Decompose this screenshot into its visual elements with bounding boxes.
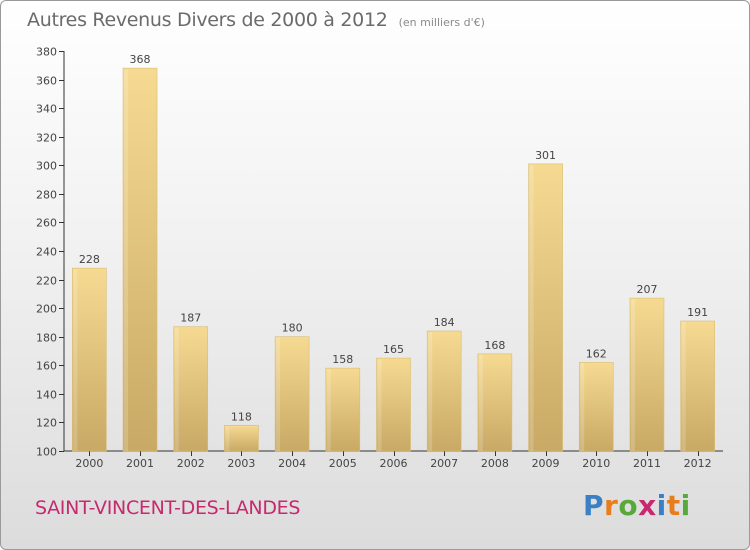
proxiti-logo: Proxiti xyxy=(583,489,691,522)
bar-2005 xyxy=(325,367,361,452)
bar-2008 xyxy=(477,353,513,452)
bar-highlight xyxy=(174,327,179,451)
bar-2006 xyxy=(376,357,411,452)
value-label-2012: 191 xyxy=(687,306,708,319)
y-tick-label: 220 xyxy=(36,275,57,288)
y-tick-label: 360 xyxy=(36,75,57,88)
value-label-2005: 158 xyxy=(332,353,353,366)
logo-letter: o xyxy=(618,489,639,522)
logo-letter: x xyxy=(638,489,657,522)
x-tick-label: 2000 xyxy=(75,457,103,470)
value-label-2003: 118 xyxy=(231,410,252,423)
y-tick-label: 320 xyxy=(36,132,57,145)
bar-highlight xyxy=(681,322,686,451)
logo-letter: t xyxy=(666,489,681,522)
y-tick-label: 260 xyxy=(36,217,57,230)
bar-2001 xyxy=(122,67,158,452)
value-label-2006: 165 xyxy=(383,343,404,356)
chart-title: Autres Revenus Divers de 2000 à 2012 xyxy=(27,9,388,31)
x-tick-label: 2009 xyxy=(532,457,560,470)
bar-highlight xyxy=(428,332,433,451)
y-tick-label: 340 xyxy=(36,103,57,116)
bar-highlight xyxy=(529,164,534,451)
x-tick-label: 2010 xyxy=(582,457,610,470)
value-labels: 228 368 187 118 180 158 165 184 168 301 162 207 191 xyxy=(79,53,708,423)
bar-2011 xyxy=(629,297,665,452)
value-label-2010: 162 xyxy=(586,347,607,360)
bar-2010 xyxy=(578,362,614,452)
y-tick-label: 200 xyxy=(36,303,57,316)
bars xyxy=(72,67,715,452)
bar-highlight xyxy=(276,337,281,451)
bar-2007 xyxy=(426,330,462,452)
x-tick-label: 2004 xyxy=(278,457,306,470)
bar-2012 xyxy=(680,320,715,452)
bar-2003 xyxy=(224,424,259,452)
bar-highlight xyxy=(580,363,585,451)
bar-highlight xyxy=(478,354,483,451)
logo-letter: i xyxy=(680,489,691,522)
value-label-2011: 207 xyxy=(636,283,657,296)
chart-title-block: Autres Revenus Divers de 2000 à 2012 (en… xyxy=(27,9,485,31)
value-label-2007: 184 xyxy=(434,316,455,329)
value-label-2002: 187 xyxy=(180,312,201,325)
city-name: SAINT-VINCENT-DES-LANDES xyxy=(35,497,301,519)
bar-2002 xyxy=(173,326,209,452)
y-tick-label: 160 xyxy=(36,360,57,373)
value-label-2000: 228 xyxy=(79,253,100,266)
value-label-2001: 368 xyxy=(130,53,151,66)
bar-2009 xyxy=(528,163,563,452)
y-tick-label: 240 xyxy=(36,246,57,259)
chart-subtitle: (en milliers d'€) xyxy=(398,16,485,29)
bar-highlight xyxy=(377,359,382,451)
x-tick-label: 2006 xyxy=(380,457,408,470)
value-label-2004: 180 xyxy=(282,322,303,335)
x-tick-label: 2002 xyxy=(177,457,205,470)
logo-letter: i xyxy=(656,489,667,522)
bar-highlight xyxy=(630,299,635,451)
y-tick-label: 100 xyxy=(36,446,57,459)
x-tick-label: 2011 xyxy=(633,457,661,470)
logo-letter: P xyxy=(583,489,605,522)
y-tick-label: 300 xyxy=(36,160,57,173)
x-tick-label: 2008 xyxy=(481,457,509,470)
logo-letter: r xyxy=(604,489,619,522)
bar-highlight xyxy=(73,269,78,451)
y-tick-label: 120 xyxy=(36,417,57,430)
bar-highlight xyxy=(225,426,230,451)
x-tick-label: 2012 xyxy=(684,457,712,470)
value-label-2008: 168 xyxy=(484,339,505,352)
bar-highlight xyxy=(124,69,129,452)
bar-highlight xyxy=(326,369,331,451)
x-tick-label: 2005 xyxy=(329,457,357,470)
y-tick-label: 140 xyxy=(36,389,57,402)
bar-2004 xyxy=(274,336,310,452)
x-tick-label: 2007 xyxy=(430,457,458,470)
x-tick-label: 2001 xyxy=(126,457,154,470)
y-tick-label: 380 xyxy=(36,46,57,59)
bar-2000 xyxy=(72,267,107,452)
y-tick-label: 280 xyxy=(36,189,57,202)
x-tick-label: 2003 xyxy=(227,457,255,470)
y-tick-label: 180 xyxy=(36,332,57,345)
value-label-2009: 301 xyxy=(535,149,556,162)
